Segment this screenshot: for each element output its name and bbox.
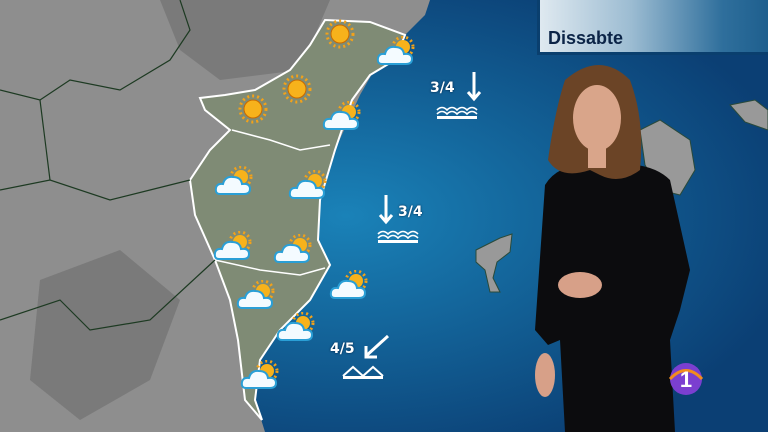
regional-borders — [0, 0, 216, 331]
sun-cloud-icon — [276, 312, 315, 341]
sun-cloud-icon — [329, 270, 368, 299]
channel-number: 1 — [680, 367, 692, 392]
island-menorca — [729, 99, 768, 131]
region-valencia — [188, 18, 407, 421]
sun-cloud-icon — [240, 360, 279, 389]
arrow-down-icon — [378, 195, 394, 225]
choppy-waves-icon — [436, 106, 478, 119]
sun-cloud-icon — [322, 101, 361, 130]
arrow-down-left-icon — [364, 334, 390, 359]
sun-icon — [282, 74, 312, 104]
sea-state-2: 3/4 — [398, 204, 423, 220]
day-label: Dissabte — [548, 28, 624, 48]
sea-state-value: 3/4 — [430, 80, 455, 96]
channel-logo: 1 — [668, 363, 704, 395]
sea-state-1: 3/4 — [430, 80, 455, 96]
province-borders — [214, 129, 331, 276]
sun-icon — [325, 19, 355, 49]
choppy-waves-icon — [377, 230, 419, 243]
day-banner: Dissabte — [537, 0, 768, 55]
sea-state-3: 4/5 — [330, 341, 355, 357]
sun-cloud-icon — [376, 36, 415, 65]
inland-shading — [30, 0, 330, 420]
island-ibiza — [475, 233, 513, 293]
rough-waves-icon — [342, 365, 384, 379]
sun-cloud-icon — [236, 280, 275, 309]
arrow-down-icon — [466, 72, 482, 102]
presenter — [535, 65, 690, 432]
sea-state-value: 3/4 — [398, 204, 423, 220]
sun-cloud-icon — [288, 170, 327, 199]
sea-state-value: 4/5 — [330, 341, 355, 357]
sun-icon — [238, 94, 268, 124]
sun-cloud-icon — [273, 234, 312, 263]
sun-cloud-icon — [213, 231, 252, 260]
sun-cloud-icon — [214, 166, 253, 195]
